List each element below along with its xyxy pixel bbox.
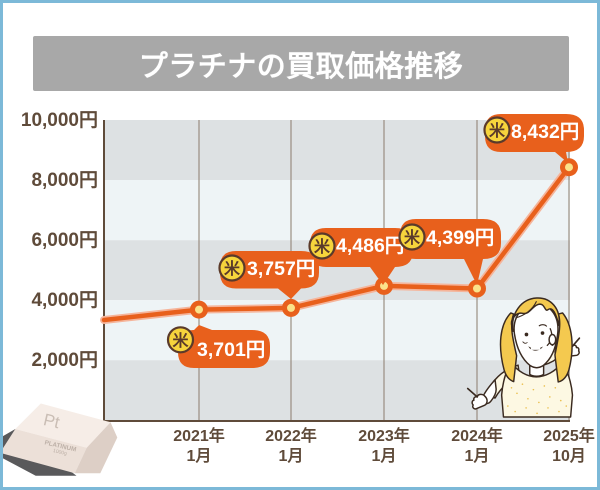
svg-text:2021年: 2021年 [173,426,225,445]
svg-text:8,432円: 8,432円 [511,121,579,143]
svg-text:2022年: 2022年 [265,426,317,445]
svg-text:1月: 1月 [279,447,304,465]
svg-text:米: 米 [404,228,421,247]
svg-text:2,000円: 2,000円 [31,350,98,371]
svg-text:米: 米 [489,121,506,140]
svg-text:6,000円: 6,000円 [31,230,98,251]
svg-text:米: 米 [314,237,331,256]
svg-text:1月: 1月 [465,447,490,465]
svg-text:2024年: 2024年 [451,426,503,445]
svg-text:米: 米 [224,259,241,278]
svg-text:米: 米 [172,331,189,350]
svg-text:4,000円: 4,000円 [31,290,98,311]
svg-text:2025年: 2025年 [543,426,595,445]
svg-text:3,701円: 3,701円 [197,339,265,361]
svg-text:10月: 10月 [552,447,586,465]
svg-text:4,399円: 4,399円 [426,227,494,249]
svg-text:10,000円: 10,000円 [21,111,98,131]
svg-text:4,486円: 4,486円 [336,235,404,257]
svg-text:1月: 1月 [187,447,212,465]
svg-text:8,000円: 8,000円 [31,170,98,191]
svg-text:2023年: 2023年 [358,426,410,445]
svg-text:3,757円: 3,757円 [247,258,315,280]
svg-text:1月: 1月 [372,447,397,465]
